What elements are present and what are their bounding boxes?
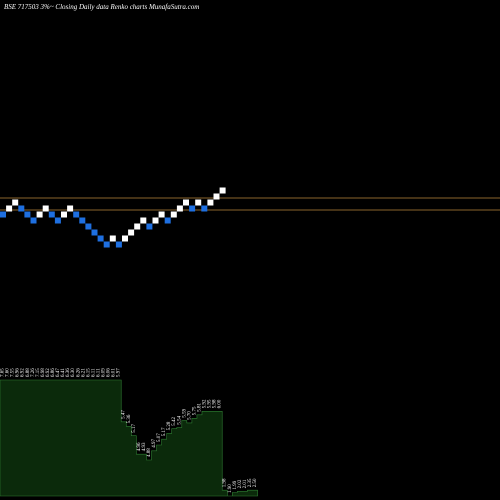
volume-label: 2.01	[243, 479, 248, 488]
brick-down	[189, 205, 196, 212]
volume-label: 6.15	[86, 368, 91, 377]
volume-label: 5.81	[197, 403, 202, 412]
volume-label: 1.99	[233, 480, 238, 489]
volume-label: 5.07	[157, 433, 162, 442]
brick-down	[18, 205, 25, 212]
brick-down	[30, 217, 37, 224]
volume-label: 5.54	[177, 415, 182, 424]
brick-down	[201, 205, 208, 212]
volume-label: 5.75	[192, 406, 197, 415]
volume-label: 6.47	[56, 368, 61, 377]
volume-area	[0, 379, 258, 497]
volume-label: 4.93	[142, 442, 147, 451]
volume-label: 5.17	[132, 423, 137, 432]
volume-label: 6.92	[21, 368, 26, 377]
volume-panel	[0, 379, 258, 497]
volume-label: 7.55	[11, 368, 16, 377]
brick-up	[183, 199, 189, 206]
volume-label: 6.11	[97, 368, 102, 377]
volume-label: 5.98	[213, 399, 218, 408]
brick-up	[207, 199, 214, 206]
volume-label: 7.65	[1, 368, 6, 377]
volume-label: 2.50	[253, 478, 258, 487]
brick-up	[12, 199, 19, 206]
volume-label: 6.92	[46, 368, 51, 377]
volume-label: 7.15	[36, 368, 41, 377]
volume-label: 6.88	[26, 368, 31, 377]
volume-label: 6.96	[16, 368, 21, 377]
volume-label: 5.97	[117, 368, 122, 377]
volume-label: 6.26	[76, 368, 81, 377]
volume-label: 5.92	[203, 399, 208, 408]
volume-label: 5.36	[127, 414, 132, 423]
brick-down	[146, 223, 153, 230]
brick-down	[103, 241, 110, 248]
brick-down	[85, 223, 92, 230]
brick-up	[36, 211, 43, 218]
volume-label: 2.02	[238, 479, 243, 488]
volume-label: 4.88	[147, 448, 152, 457]
brick-down	[24, 211, 31, 218]
volume-label: 6.09	[102, 368, 107, 377]
brick-up	[213, 193, 220, 200]
brick-down	[54, 217, 61, 224]
brick-up	[134, 223, 141, 230]
volume-label: 5.70	[187, 411, 192, 420]
brick-down	[91, 229, 98, 236]
volume-label: 7.26	[31, 368, 36, 377]
brick-up	[195, 199, 202, 206]
brick-up	[109, 235, 116, 242]
brick-up	[170, 211, 177, 218]
volume-label: 5.42	[172, 416, 177, 425]
brick-up	[219, 187, 226, 194]
volume-label: 6.30	[71, 368, 76, 377]
brick-down	[0, 211, 6, 218]
brick-up	[6, 205, 13, 212]
brick-down	[73, 211, 80, 218]
volume-label: 5.17	[162, 427, 167, 436]
brick-up	[61, 211, 67, 218]
brick-up	[122, 235, 128, 242]
volume-label: 5.28	[167, 421, 172, 430]
volume-label: 6.00	[218, 399, 223, 408]
brick-up	[158, 211, 165, 218]
renko-bricks	[0, 187, 226, 248]
volume-label: 6.21	[81, 368, 86, 377]
brick-down	[97, 235, 104, 242]
volume-label: 6.98	[41, 368, 46, 377]
volume-label: 6.11	[91, 368, 96, 377]
volume-label: 6.01	[112, 368, 117, 377]
brick-down	[48, 211, 55, 218]
volume-label: 6.86	[51, 368, 56, 377]
volume-label: 5.47	[122, 410, 127, 419]
brick-up	[176, 205, 183, 212]
brick-down	[79, 217, 86, 224]
volume-label: 6.06	[107, 368, 112, 377]
volume-label: 4.97	[152, 439, 157, 448]
volume-label: 1.90	[228, 484, 233, 493]
volume-labels: 7.65 7.60 7.55 6.96 6.92 6.88 7.26 7.15 6.98 6.92…	[1, 368, 259, 493]
volume-label: 5.59	[182, 408, 187, 417]
volume-label: 1.98	[223, 478, 228, 487]
brick-up	[140, 217, 147, 224]
volume-label: 7.60	[6, 368, 11, 377]
brick-down	[115, 241, 122, 248]
brick-up	[128, 229, 135, 236]
brick-down	[164, 217, 171, 224]
volume-label: 6.41	[61, 368, 66, 377]
volume-label: 4.96	[137, 442, 142, 451]
volume-label: 6.36	[66, 368, 71, 377]
chart-title: BSE 717503 3%~ Closing Daily data Renko …	[4, 3, 199, 11]
brick-up	[152, 217, 159, 224]
reference-lines	[0, 197, 500, 211]
volume-label: 5.95	[208, 399, 213, 408]
brick-up	[42, 205, 49, 212]
volume-label: 2.35	[248, 478, 253, 487]
brick-up	[67, 205, 74, 212]
